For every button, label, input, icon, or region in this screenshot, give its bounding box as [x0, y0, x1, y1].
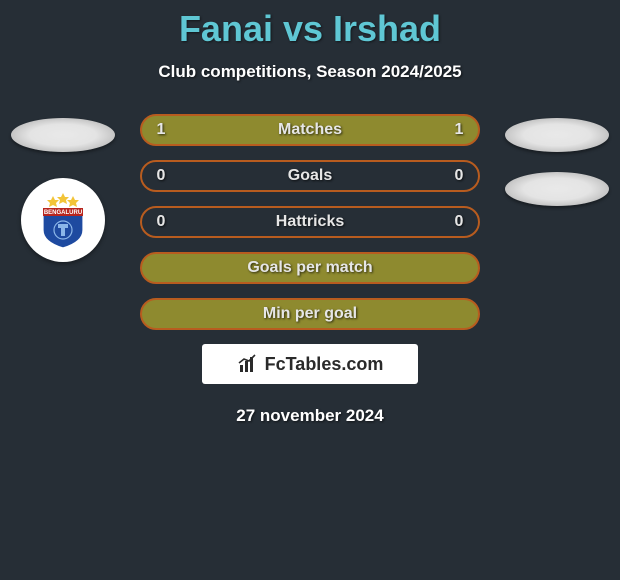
stat-label: Hattricks [276, 213, 344, 231]
stat-right-value: 0 [452, 213, 466, 231]
stat-label: Goals per match [247, 259, 372, 277]
stat-row-goals-per-match: Goals per match [140, 252, 480, 284]
stat-label: Min per goal [263, 305, 357, 323]
page-subtitle: Club competitions, Season 2024/2025 [0, 62, 620, 82]
right-player-column [502, 118, 612, 206]
left-player-column: BENGALURU [8, 118, 118, 262]
stat-row-min-per-goal: Min per goal [140, 298, 480, 330]
player-placeholder-right-1 [505, 118, 609, 152]
stat-label: Goals [288, 167, 332, 185]
stat-row-matches: 1 Matches 1 [140, 114, 480, 146]
stat-row-goals: 0 Goals 0 [140, 160, 480, 192]
player-placeholder-left [11, 118, 115, 152]
stat-left-value: 0 [154, 167, 168, 185]
club-badge-left: BENGALURU [21, 178, 105, 262]
brand-text: FcTables.com [265, 354, 384, 375]
player-placeholder-right-2 [505, 172, 609, 206]
stat-label: Matches [278, 121, 342, 139]
club-crest-icon: BENGALURU [31, 188, 95, 252]
stat-row-hattricks: 0 Hattricks 0 [140, 206, 480, 238]
stat-right-value: 0 [452, 167, 466, 185]
date-line: 27 november 2024 [0, 406, 620, 426]
stat-right-value: 1 [452, 121, 466, 139]
stat-left-value: 0 [154, 213, 168, 231]
svg-text:BENGALURU: BENGALURU [44, 210, 82, 216]
page-title: Fanai vs Irshad [0, 0, 620, 50]
brand-box[interactable]: FcTables.com [202, 344, 418, 384]
stat-left-value: 1 [154, 121, 168, 139]
chart-icon [237, 353, 259, 375]
